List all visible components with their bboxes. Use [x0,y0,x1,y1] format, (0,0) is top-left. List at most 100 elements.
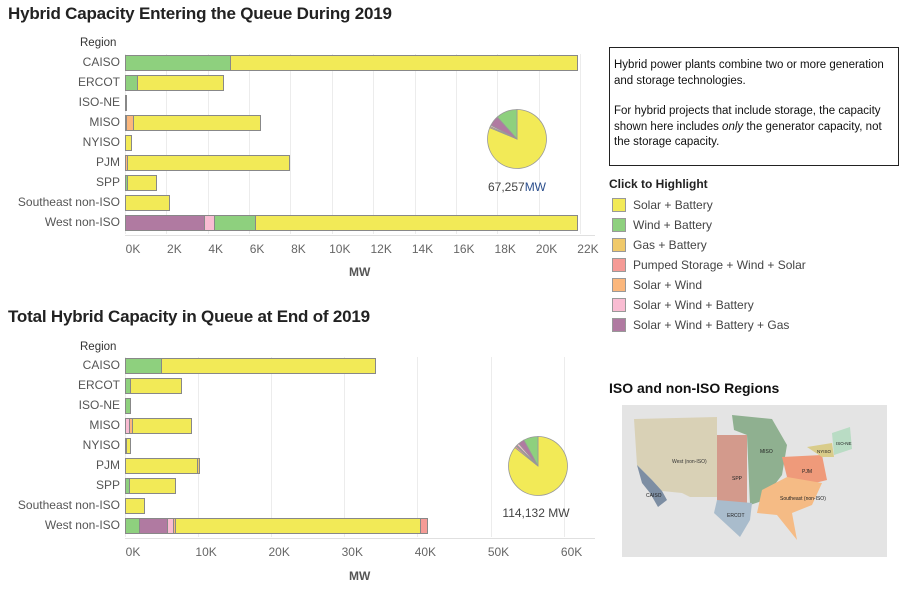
bar-caiso[interactable] [125,55,578,71]
region-label: ERCOT [78,75,120,89]
legend: Click to Highlight Solar + Battery Wind +… [609,177,806,335]
bar-segment-solar-wind-battery-gas[interactable] [139,519,168,533]
region-label: Southeast non-ISO [17,498,120,512]
info-paragraph-2: For hybrid projects that include storage… [614,105,882,148]
gridline [579,54,581,234]
bar-west-non-iso[interactable] [125,215,578,231]
bar-miso[interactable] [125,418,192,434]
bar-segment-wind-battery[interactable] [126,379,132,393]
x-tick-label: 4K [208,242,224,256]
map-region-west [634,417,717,497]
bar-nyiso[interactable] [125,438,131,454]
bar-segment-wind-battery[interactable] [126,439,128,453]
bar-west-non-iso[interactable] [125,518,429,534]
bar-ercot[interactable] [125,378,183,394]
legend-item-solar-wind[interactable]: Solar + Wind [609,275,806,295]
bar-segment-gas-battery[interactable] [198,459,199,473]
total-pie[interactable] [507,435,569,497]
bar-segment-wind-battery[interactable] [126,56,232,70]
bar-segment-solar-wind[interactable] [127,116,135,130]
bar-pjm[interactable] [125,458,200,474]
bar-segment-wind-battery[interactable] [126,519,140,533]
pie-slice-wind-battery[interactable] [496,109,518,141]
x-axis-line [125,235,595,236]
bar-segment-solar-battery[interactable] [126,459,199,473]
legend-label: Wind + Battery [633,218,713,232]
bar-segment-solar-battery[interactable] [256,216,577,230]
gridline [166,54,168,234]
bar-segment-solar-wind-battery-gas[interactable] [126,216,205,230]
bar-segment-wind-battery[interactable] [126,359,162,373]
legend-item-solar-wind-battery[interactable]: Solar + Wind + Battery [609,295,806,315]
bar-segment-solar-battery[interactable] [127,439,130,453]
bar-ercot[interactable] [125,75,225,91]
bar-segment-solar-wind-battery[interactable] [126,419,131,433]
pie-slice-wind-battery[interactable] [523,436,539,467]
total-pie[interactable] [486,108,548,170]
bar-miso[interactable] [125,115,262,131]
x-tick-label: 22K [577,242,599,256]
region-label: West non-ISO [44,518,120,532]
legend-label: Solar + Wind [633,278,703,292]
bar-segment-solar-battery[interactable] [134,116,261,130]
chart1-title: Hybrid Capacity Entering the Queue Durin… [8,4,392,23]
bar-segment-solar-battery[interactable] [128,156,290,170]
svg-text:MISO: MISO [760,449,773,455]
bar-segment-wind-battery[interactable] [126,399,130,413]
bar-nyiso[interactable] [125,135,133,151]
x-tick-label: 2K [167,242,182,256]
bar-spp[interactable] [125,175,158,191]
map-region-ercot [714,500,752,537]
bar-caiso[interactable] [125,358,376,374]
bar-segment-solar-wind-battery[interactable] [126,116,128,130]
bar-segment-solar-battery[interactable] [131,379,182,393]
bar-iso-ne[interactable] [125,398,131,414]
region-labels: CAISO ERCOT ISO-NE MISO NYISO PJM SPP Southeast… [0,54,120,234]
map-region-caiso [637,465,667,507]
gridline [207,54,209,234]
region-label: MISO [89,418,120,432]
bar-segment-solar-wind-battery[interactable] [167,519,175,533]
bar-segment-wind-battery[interactable] [126,76,139,90]
bar-segment-solar-wind[interactable] [174,519,176,533]
bar-segment-pumped-wind-solar[interactable] [421,519,428,533]
bar-spp[interactable] [125,478,177,494]
bar-iso-ne[interactable] [125,95,127,111]
bar-segment-solar-wind[interactable] [130,419,133,433]
legend-item-pumped-wind-solar[interactable]: Pumped Storage + Wind + Solar [609,255,806,275]
gridline [331,54,333,234]
bar-segment-solar-battery[interactable] [138,76,224,90]
legend-item-solar-battery[interactable]: Solar + Battery [609,195,806,215]
svg-text:CAISO: CAISO [646,493,662,499]
legend-swatch [612,218,626,232]
region-axis-header: Region [80,341,117,353]
bar-segment-wind-battery[interactable] [126,176,128,190]
bar-segment-solar-battery[interactable] [175,519,422,533]
info-box: Hybrid power plants combine two or more … [609,47,899,166]
bar-segment-solar-wind[interactable] [126,156,129,170]
bar-segment-solar-wind-battery[interactable] [204,216,215,230]
legend-item-solar-wind-battery-gas[interactable]: Solar + Wind + Battery + Gas [609,315,806,335]
region-axis-header: Region [80,37,117,49]
bar-segment-solar-battery[interactable] [161,359,375,373]
x-tick-label: 18K [494,242,516,256]
bar-southeast-non-iso[interactable] [125,498,145,514]
legend-item-gas-battery[interactable]: Gas + Battery [609,235,806,255]
bar-segment-solar-battery[interactable] [126,196,170,210]
gridline [563,357,565,537]
bar-segment-wind-battery[interactable] [126,479,131,493]
bar-segment-solar-battery[interactable] [126,136,132,150]
info-paragraph-1: Hybrid power plants combine two or more … [614,59,884,87]
gridline [455,54,457,234]
bar-segment-solar-battery[interactable] [132,419,191,433]
bar-segment-solar-battery[interactable] [126,499,144,513]
bar-southeast-non-iso[interactable] [125,195,171,211]
region-label: ISO-NE [78,95,120,109]
bar-segment-wind-battery[interactable] [214,216,257,230]
bar-segment-solar-battery[interactable] [127,176,157,190]
legend-item-wind-battery[interactable]: Wind + Battery [609,215,806,235]
x-tick-label: 20K [535,242,558,256]
bar-segment-solar-battery[interactable] [130,479,176,493]
bar-pjm[interactable] [125,155,291,171]
bar-segment-solar-battery[interactable] [231,56,577,70]
